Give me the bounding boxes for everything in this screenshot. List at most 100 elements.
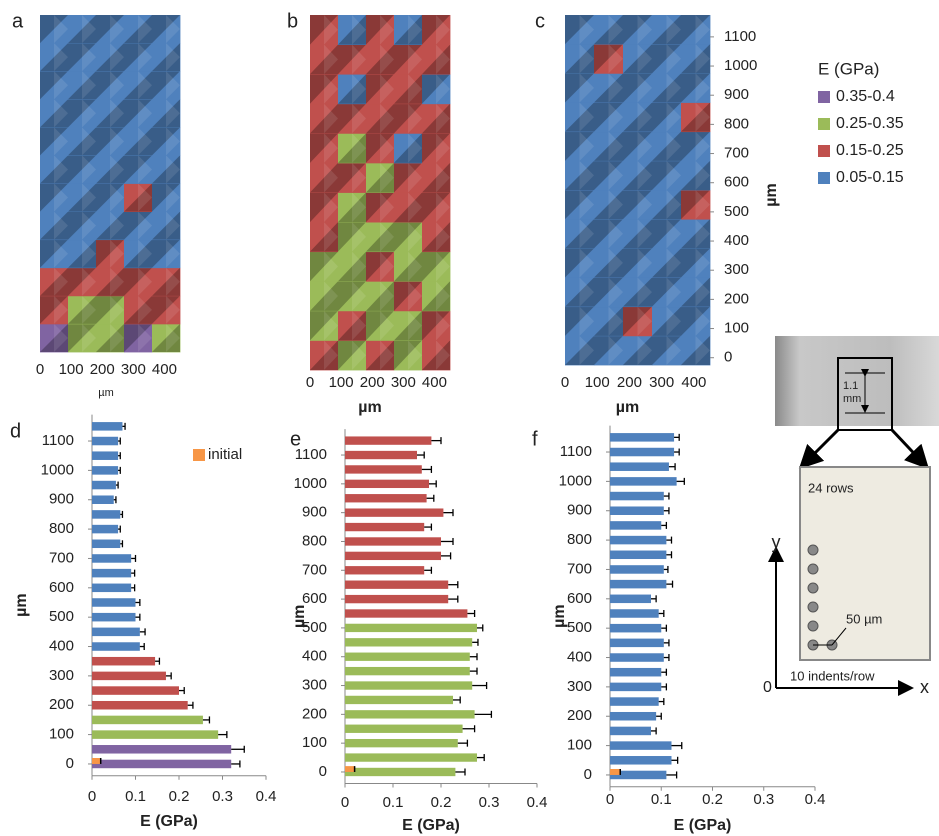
y-tick-label: 700 xyxy=(567,560,592,577)
bar xyxy=(610,433,674,442)
bar xyxy=(345,480,429,488)
bar xyxy=(610,551,666,560)
bar xyxy=(610,727,651,736)
y-axis-title: µm xyxy=(13,593,30,616)
origin-label: 0 xyxy=(763,679,772,696)
panel-label: d xyxy=(10,420,21,442)
x-tick-label: 0.1 xyxy=(383,794,404,811)
y-tick-label: 900 xyxy=(724,86,749,103)
x-tick-label: 0 xyxy=(36,361,44,378)
bar xyxy=(610,639,664,648)
bar xyxy=(92,730,218,739)
initial-bar xyxy=(610,769,620,775)
x-tick-label: 100 xyxy=(585,374,610,391)
panel-label: e xyxy=(290,428,301,450)
y-tick-label: 900 xyxy=(567,502,592,519)
y-tick-label: 100 xyxy=(724,320,749,337)
bar xyxy=(92,716,203,725)
spacing-label: 50 µm xyxy=(846,611,882,626)
y-tick-label: 800 xyxy=(49,520,74,537)
y-tick-label: 1000 xyxy=(724,57,757,74)
x-tick-label: 0 xyxy=(606,791,614,808)
legend-label: initial xyxy=(208,446,242,463)
x-tick-label: 0 xyxy=(88,788,96,805)
size-label: 1.1 xyxy=(843,380,858,392)
bar xyxy=(345,725,463,733)
y-tick-label: 500 xyxy=(567,619,592,636)
legend-swatch xyxy=(818,172,830,184)
bar xyxy=(345,667,470,675)
x-tick-label: 0.1 xyxy=(125,788,146,805)
y-tick-label: 100 xyxy=(49,726,74,743)
bar xyxy=(92,701,188,710)
indents-label: 10 indents/row xyxy=(790,668,875,683)
indent xyxy=(808,545,818,555)
panel-label: f xyxy=(532,428,538,450)
legend-swatch xyxy=(818,145,830,157)
y-tick-label: 1100 xyxy=(42,432,74,449)
bar xyxy=(610,536,666,545)
bar xyxy=(345,609,467,617)
bar xyxy=(345,436,431,444)
zoom-arrow xyxy=(803,430,838,465)
bar xyxy=(610,477,677,486)
legend-label: 0.35-0.4 xyxy=(836,88,895,105)
bar xyxy=(345,753,477,761)
y-axis-title: µm xyxy=(291,605,308,628)
bar xyxy=(92,628,140,637)
y-tick-label: 800 xyxy=(302,532,327,549)
bar xyxy=(92,540,120,549)
x-axis-label: x xyxy=(920,677,929,697)
y-tick-label: 400 xyxy=(302,648,327,665)
bar xyxy=(345,638,472,646)
x-tick-label: 0 xyxy=(561,374,569,391)
y-tick-label: 1100 xyxy=(560,443,592,460)
bar xyxy=(345,465,422,473)
bar xyxy=(610,462,669,471)
bar xyxy=(345,768,455,776)
bar xyxy=(92,584,131,593)
x-tick-label: 300 xyxy=(391,374,416,391)
bar xyxy=(92,657,155,666)
y-tick-label: 600 xyxy=(724,174,749,191)
x-axis-title: E (GPa) xyxy=(674,817,732,834)
x-tick-label: 200 xyxy=(617,374,642,391)
y-tick-label: 200 xyxy=(49,696,74,713)
bar xyxy=(92,451,118,460)
bar xyxy=(610,580,666,589)
bar xyxy=(345,537,441,545)
bar xyxy=(345,552,441,560)
bar xyxy=(610,492,664,501)
bar xyxy=(345,523,424,531)
y-tick-label: 600 xyxy=(567,590,592,607)
x-tick-label: 0.3 xyxy=(212,788,233,805)
x-tick-label: 0.3 xyxy=(479,794,500,811)
x-tick-label: 0.4 xyxy=(527,794,548,811)
y-tick-label: 800 xyxy=(567,531,592,548)
y-tick-label: 500 xyxy=(49,608,74,625)
y-tick-label: 400 xyxy=(724,232,749,249)
bar xyxy=(610,653,664,662)
x-tick-label: 0.4 xyxy=(805,791,826,808)
y-tick-label: 100 xyxy=(567,737,592,754)
figure: 1.1 mm 24 rows 50 µm y x 0 10 indents/ro… xyxy=(0,0,939,836)
bar xyxy=(92,466,118,475)
y-tick-label: 700 xyxy=(302,561,327,578)
legend-swatch xyxy=(818,91,830,103)
x-tick-label: 100 xyxy=(329,374,354,391)
inset: 1.1 mm 24 rows 50 µm y x 0 10 indents/ro… xyxy=(763,336,939,697)
x-tick-label: 300 xyxy=(121,361,146,378)
panel-label: b xyxy=(287,10,298,32)
bar xyxy=(610,624,661,633)
y-tick-label: 800 xyxy=(724,115,749,132)
x-tick-label: 0.2 xyxy=(431,794,452,811)
y-tick-label: 600 xyxy=(49,579,74,596)
bar xyxy=(92,437,118,446)
y-tick-label: 1000 xyxy=(41,461,74,478)
bar xyxy=(610,741,672,750)
y-tick-label: 0 xyxy=(584,766,592,783)
legend-label: 0.15-0.25 xyxy=(836,142,904,159)
initial-bar xyxy=(345,766,355,772)
indent xyxy=(808,621,818,631)
indent xyxy=(808,564,818,574)
